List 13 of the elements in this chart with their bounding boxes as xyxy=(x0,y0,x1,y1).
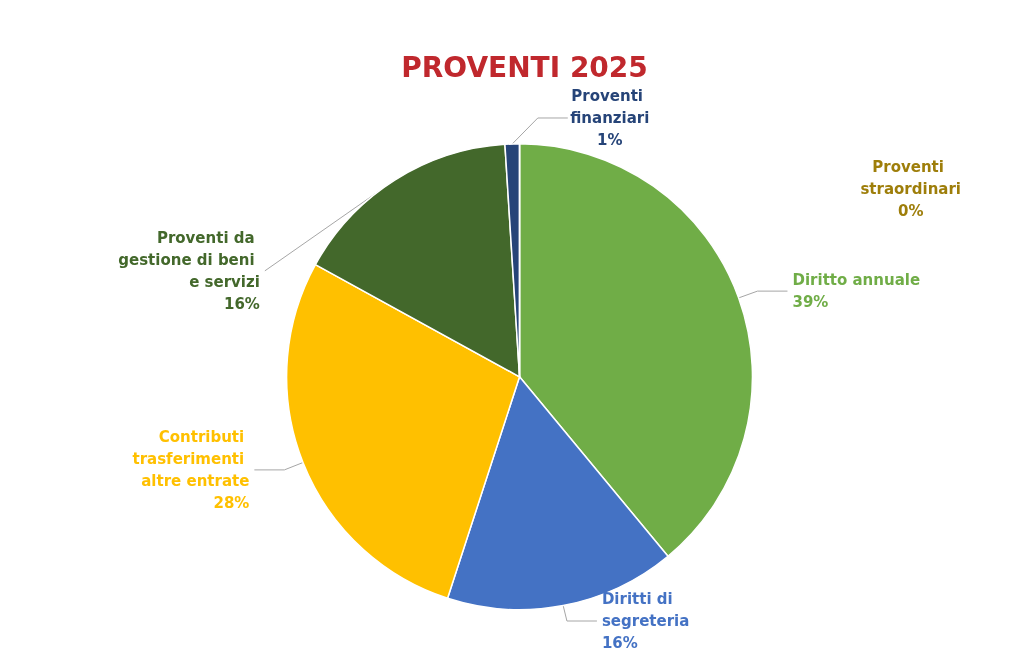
data-label: 1% xyxy=(597,130,623,149)
slice-label: Diritti di segreteria xyxy=(601,590,690,630)
chart-title: PROVENTI 2025 xyxy=(401,50,648,84)
slice-label: Proventi da gestione di beni e servizi xyxy=(118,228,260,291)
slice-label: Proventi finanziari xyxy=(570,86,650,127)
data-label: 16% xyxy=(601,634,638,652)
data-label: 16% xyxy=(223,294,260,313)
slice-label: Contributi trasferimenti altre entrate xyxy=(132,427,250,490)
category-label: Proventi straordinari xyxy=(860,158,961,199)
slice-label: Diritto annuale xyxy=(792,271,921,290)
text: 0% xyxy=(897,202,924,221)
data-label: 39% xyxy=(792,293,829,312)
data-label: 28% xyxy=(213,493,250,512)
